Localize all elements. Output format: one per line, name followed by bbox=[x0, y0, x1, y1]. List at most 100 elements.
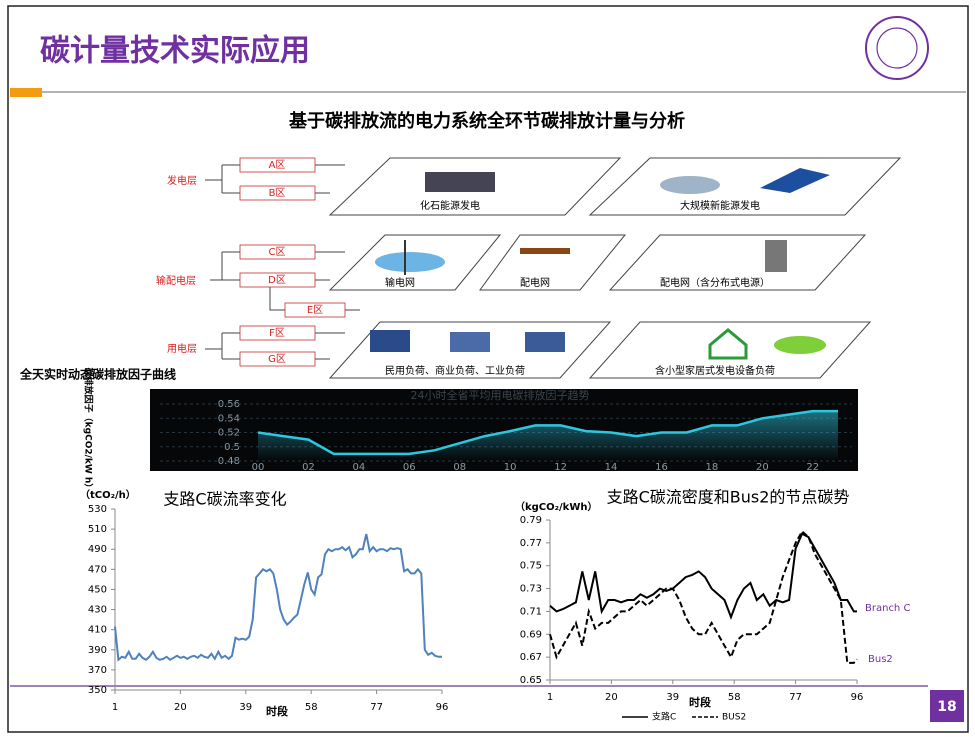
icon-poles bbox=[520, 248, 570, 254]
diagram-title: 基于碳排放流的电力系统全环节碳排放计量与分析 bbox=[288, 110, 685, 132]
title-accent bbox=[10, 88, 42, 97]
panel-label: 含小型家居式发电设备负荷 bbox=[655, 364, 775, 377]
panel-label: 民用负荷、商业负荷、工业负荷 bbox=[385, 364, 525, 377]
y-tick-label: 530 bbox=[88, 504, 107, 515]
y-tick-label: 0.73 bbox=[520, 584, 542, 595]
line bbox=[549, 532, 857, 620]
icon-buildings bbox=[450, 332, 490, 352]
x-tick-label: 77 bbox=[370, 702, 383, 713]
zone-boxes bbox=[239, 157, 346, 367]
x-tick-label: 12 bbox=[554, 462, 567, 473]
x-tick-label: 96 bbox=[851, 692, 864, 703]
icon-buildings bbox=[370, 330, 410, 352]
icons bbox=[370, 168, 830, 360]
x-tick-label: 06 bbox=[403, 462, 416, 473]
line bbox=[114, 533, 442, 662]
page-number: 18 bbox=[937, 699, 956, 715]
x-tick-label: 1 bbox=[112, 702, 118, 713]
panel bbox=[479, 234, 627, 291]
y-tick-label: 0.71 bbox=[520, 606, 542, 617]
y-tick-label: 0.69 bbox=[520, 629, 542, 640]
layer-label: 发电层 bbox=[167, 174, 197, 187]
x-axis-label: 时段 bbox=[266, 704, 288, 718]
x-tick-label: 1 bbox=[547, 692, 553, 703]
logo bbox=[865, 16, 929, 80]
x-tick-label: 10 bbox=[504, 462, 517, 473]
legend-label: BUS2 bbox=[722, 713, 746, 723]
connector bbox=[210, 251, 360, 311]
x-tick-label: 02 bbox=[302, 462, 315, 473]
y-tick-label: 510 bbox=[88, 524, 107, 535]
y-axis-label: 碳排放因子（kgCO2/kW h） bbox=[83, 368, 95, 493]
x-tick-label: 20 bbox=[756, 462, 769, 473]
zone-box bbox=[284, 302, 346, 318]
series-annotation: Bus2 bbox=[868, 654, 893, 665]
chart-title: 24小时全省平均用电碳排放因子趋势 bbox=[411, 388, 590, 402]
panel bbox=[588, 157, 902, 216]
x-tick-label: 16 bbox=[655, 462, 668, 473]
x-tick-label: 96 bbox=[436, 702, 449, 713]
icon-car bbox=[774, 336, 826, 354]
panel bbox=[608, 234, 867, 291]
x-tick-label: 20 bbox=[174, 702, 187, 713]
y-tick-label: 390 bbox=[88, 645, 107, 656]
zone-box bbox=[239, 157, 316, 173]
logo-inner bbox=[876, 27, 918, 69]
x-axis-label: 时段 bbox=[689, 695, 711, 709]
x-tick-label: 18 bbox=[706, 462, 719, 473]
x-tick-label: 58 bbox=[728, 692, 741, 703]
y-tick-label: 450 bbox=[88, 584, 107, 595]
x-tick-label: 04 bbox=[353, 462, 366, 473]
icon-solar bbox=[760, 168, 830, 193]
y-tick-label: 0.75 bbox=[520, 561, 542, 572]
y-tick-label: 490 bbox=[88, 544, 107, 555]
y-axis-label: （tCO₂/h） bbox=[80, 488, 136, 501]
icon-plant bbox=[425, 172, 495, 192]
zone-box bbox=[239, 325, 316, 341]
zone-label: A区 bbox=[269, 159, 286, 171]
panel-label: 化石能源发电 bbox=[420, 199, 480, 212]
x-tick-label: 00 bbox=[252, 462, 265, 473]
y-tick-label: 0.77 bbox=[520, 538, 542, 549]
legend-label: 支路C bbox=[652, 711, 676, 723]
connectors bbox=[205, 164, 360, 360]
page-number-box bbox=[930, 690, 964, 722]
y-tick-label: 350 bbox=[88, 685, 107, 696]
x-tick-label: 20 bbox=[605, 692, 618, 703]
x-tick-label: 08 bbox=[453, 462, 466, 473]
zone-box bbox=[239, 244, 316, 260]
y-tick-label: 470 bbox=[88, 564, 107, 575]
x-tick-label: 39 bbox=[239, 702, 252, 713]
icon-charger bbox=[765, 240, 787, 272]
zone-label: B区 bbox=[269, 187, 286, 199]
panel-label: 输电网 bbox=[385, 276, 415, 289]
y-tick-label: 0.67 bbox=[520, 652, 542, 663]
zone-label: C区 bbox=[269, 246, 286, 258]
line bbox=[257, 409, 838, 456]
icon-grid bbox=[375, 252, 445, 272]
series-annotation: Branch C bbox=[865, 603, 910, 614]
x-tick-label: 22 bbox=[806, 462, 819, 473]
zone-box bbox=[239, 272, 316, 288]
icon-buildings bbox=[525, 332, 565, 352]
layer-label: 输配电层 bbox=[156, 274, 196, 287]
connector bbox=[205, 164, 345, 194]
zone-box bbox=[239, 351, 316, 367]
chart-title: 支路C碳流率变化 bbox=[163, 490, 286, 509]
zone-label: D区 bbox=[268, 274, 286, 286]
slide-title: 碳计量技术实际应用 bbox=[40, 34, 310, 69]
zone-label: E区 bbox=[307, 304, 323, 316]
annotation: 全天实时动态碳排放因子曲线 bbox=[19, 367, 176, 382]
area bbox=[258, 411, 838, 461]
y-tick-label: 410 bbox=[88, 625, 107, 636]
layer-label: 用电层 bbox=[167, 342, 197, 355]
zone-label: G区 bbox=[268, 353, 286, 365]
x-tick-label: 58 bbox=[305, 702, 318, 713]
y-tick-label: 0.79 bbox=[520, 515, 542, 526]
y-tick-label: 370 bbox=[88, 665, 107, 676]
x-tick-label: 39 bbox=[666, 692, 679, 703]
y-axis-label: （kgCO₂/kWh） bbox=[515, 500, 597, 513]
panel-label: 大规模新能源发电 bbox=[680, 199, 760, 212]
icon-house bbox=[708, 328, 748, 360]
